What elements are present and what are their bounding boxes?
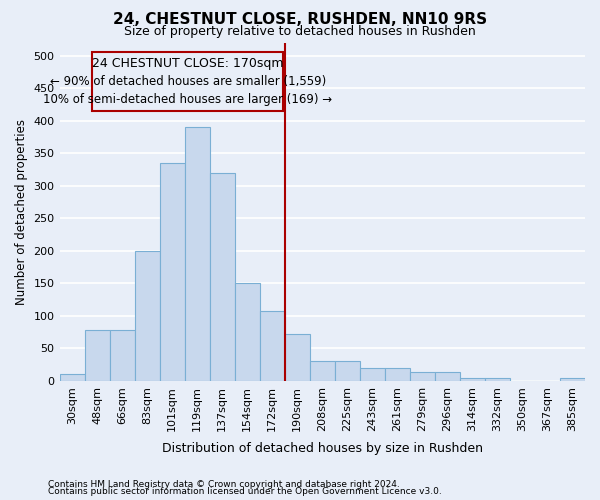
X-axis label: Distribution of detached houses by size in Rushden: Distribution of detached houses by size … bbox=[162, 442, 483, 455]
Bar bbox=[92, 52, 283, 111]
Bar bbox=[310, 362, 335, 381]
Bar bbox=[134, 250, 160, 381]
Bar bbox=[360, 368, 385, 381]
Bar bbox=[460, 378, 485, 381]
Bar bbox=[285, 334, 310, 381]
Bar bbox=[560, 378, 585, 381]
Bar bbox=[85, 330, 110, 381]
Text: Contains public sector information licensed under the Open Government Licence v3: Contains public sector information licen… bbox=[48, 487, 442, 496]
Text: Size of property relative to detached houses in Rushden: Size of property relative to detached ho… bbox=[124, 25, 476, 38]
Bar bbox=[160, 163, 185, 381]
Bar bbox=[260, 310, 285, 381]
Bar bbox=[335, 362, 360, 381]
Bar bbox=[235, 284, 260, 381]
Text: Contains HM Land Registry data © Crown copyright and database right 2024.: Contains HM Land Registry data © Crown c… bbox=[48, 480, 400, 489]
Y-axis label: Number of detached properties: Number of detached properties bbox=[15, 118, 28, 304]
Bar bbox=[185, 127, 209, 381]
Bar bbox=[209, 172, 235, 381]
Text: 10% of semi-detached houses are larger (169) →: 10% of semi-detached houses are larger (… bbox=[43, 92, 332, 106]
Bar bbox=[110, 330, 134, 381]
Bar bbox=[385, 368, 410, 381]
Bar bbox=[59, 374, 85, 381]
Text: ← 90% of detached houses are smaller (1,559): ← 90% of detached houses are smaller (1,… bbox=[50, 75, 326, 88]
Text: 24 CHESTNUT CLOSE: 170sqm: 24 CHESTNUT CLOSE: 170sqm bbox=[92, 58, 284, 70]
Text: 24, CHESTNUT CLOSE, RUSHDEN, NN10 9RS: 24, CHESTNUT CLOSE, RUSHDEN, NN10 9RS bbox=[113, 12, 487, 28]
Bar bbox=[435, 372, 460, 381]
Bar bbox=[410, 372, 435, 381]
Bar bbox=[485, 378, 510, 381]
